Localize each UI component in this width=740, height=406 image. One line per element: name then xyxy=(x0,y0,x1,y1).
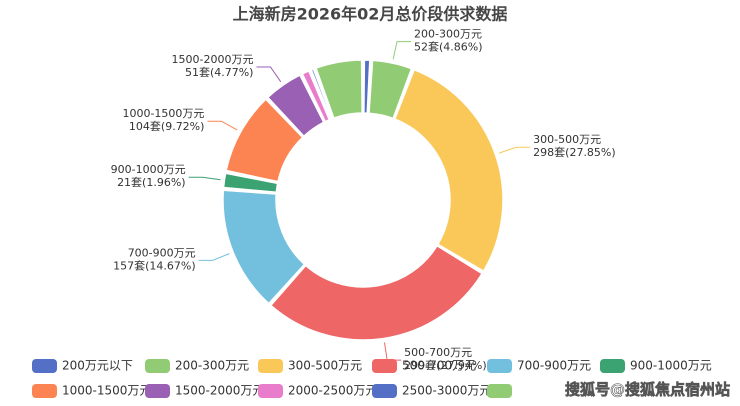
slice-label: 298套(27.85%) xyxy=(533,146,616,159)
legend-swatch xyxy=(372,384,397,398)
legend-swatch xyxy=(145,384,170,398)
leader-line xyxy=(383,342,402,361)
legend-label: 2000-2500万元 xyxy=(288,384,377,398)
slice xyxy=(315,59,363,119)
legend-swatch xyxy=(258,359,283,373)
slice xyxy=(222,172,279,193)
slice-label: 21套(1.96%) xyxy=(117,176,186,189)
legend-swatch xyxy=(32,384,57,398)
slice xyxy=(267,74,325,137)
legend-label: 700-900万元 xyxy=(517,359,591,373)
slice-label: 299套(27.94%) xyxy=(404,359,487,372)
slice-category: 900-1000万元 xyxy=(111,163,186,176)
legend-label: 2500-3000万元 xyxy=(402,384,491,398)
slice xyxy=(394,68,504,272)
slice xyxy=(301,70,331,123)
leader-line xyxy=(198,253,230,261)
leader-line xyxy=(188,176,221,181)
legend-swatch xyxy=(487,384,512,398)
legend-swatch xyxy=(32,359,57,373)
legend-label: 500-700万元 xyxy=(402,359,476,373)
slice-category: 200-300万元 xyxy=(414,28,482,41)
legend-swatch xyxy=(600,359,625,373)
slice-category: 300-500万元 xyxy=(533,133,601,146)
slice xyxy=(270,244,483,341)
slice xyxy=(222,189,306,305)
legend-swatch xyxy=(372,359,397,373)
legend-label: 200万元以下 xyxy=(62,359,133,373)
leader-line xyxy=(207,120,238,131)
legend-label: 300-500万元 xyxy=(288,359,362,373)
slice xyxy=(225,98,304,183)
legend-label: 1000-1500万元 xyxy=(62,384,151,398)
slice xyxy=(363,59,371,114)
slice-category: 700-900万元 xyxy=(128,246,196,259)
legend-swatch xyxy=(145,359,170,373)
legend-swatch xyxy=(258,384,283,398)
slice-label: 104套(9.72%) xyxy=(129,120,205,133)
slice-label: 157套(14.67%) xyxy=(113,259,196,272)
slice-label: 51套(4.77%) xyxy=(185,66,254,79)
legend-label: 1500-2000万元 xyxy=(175,384,264,398)
chart-title: 上海新房2026年02月总价段供求数据 xyxy=(233,5,508,24)
slice-category: 500-700万元 xyxy=(404,346,472,359)
slice-category: 1500-2000万元 xyxy=(172,53,254,66)
legend-swatch xyxy=(487,359,512,373)
slice xyxy=(310,68,333,120)
leader-line xyxy=(392,41,411,60)
legend-label: 200-300万元 xyxy=(175,359,249,373)
slice-label: 52套(4.86%) xyxy=(414,41,483,54)
leader-line xyxy=(498,146,531,154)
leader-line xyxy=(256,66,282,83)
slice xyxy=(368,59,413,120)
watermark: 搜狐号@搜狐焦点宿州站 xyxy=(565,381,730,399)
legend-label: 900-1000万元 xyxy=(630,359,712,373)
slice-category: 1000-1500万元 xyxy=(122,107,204,120)
